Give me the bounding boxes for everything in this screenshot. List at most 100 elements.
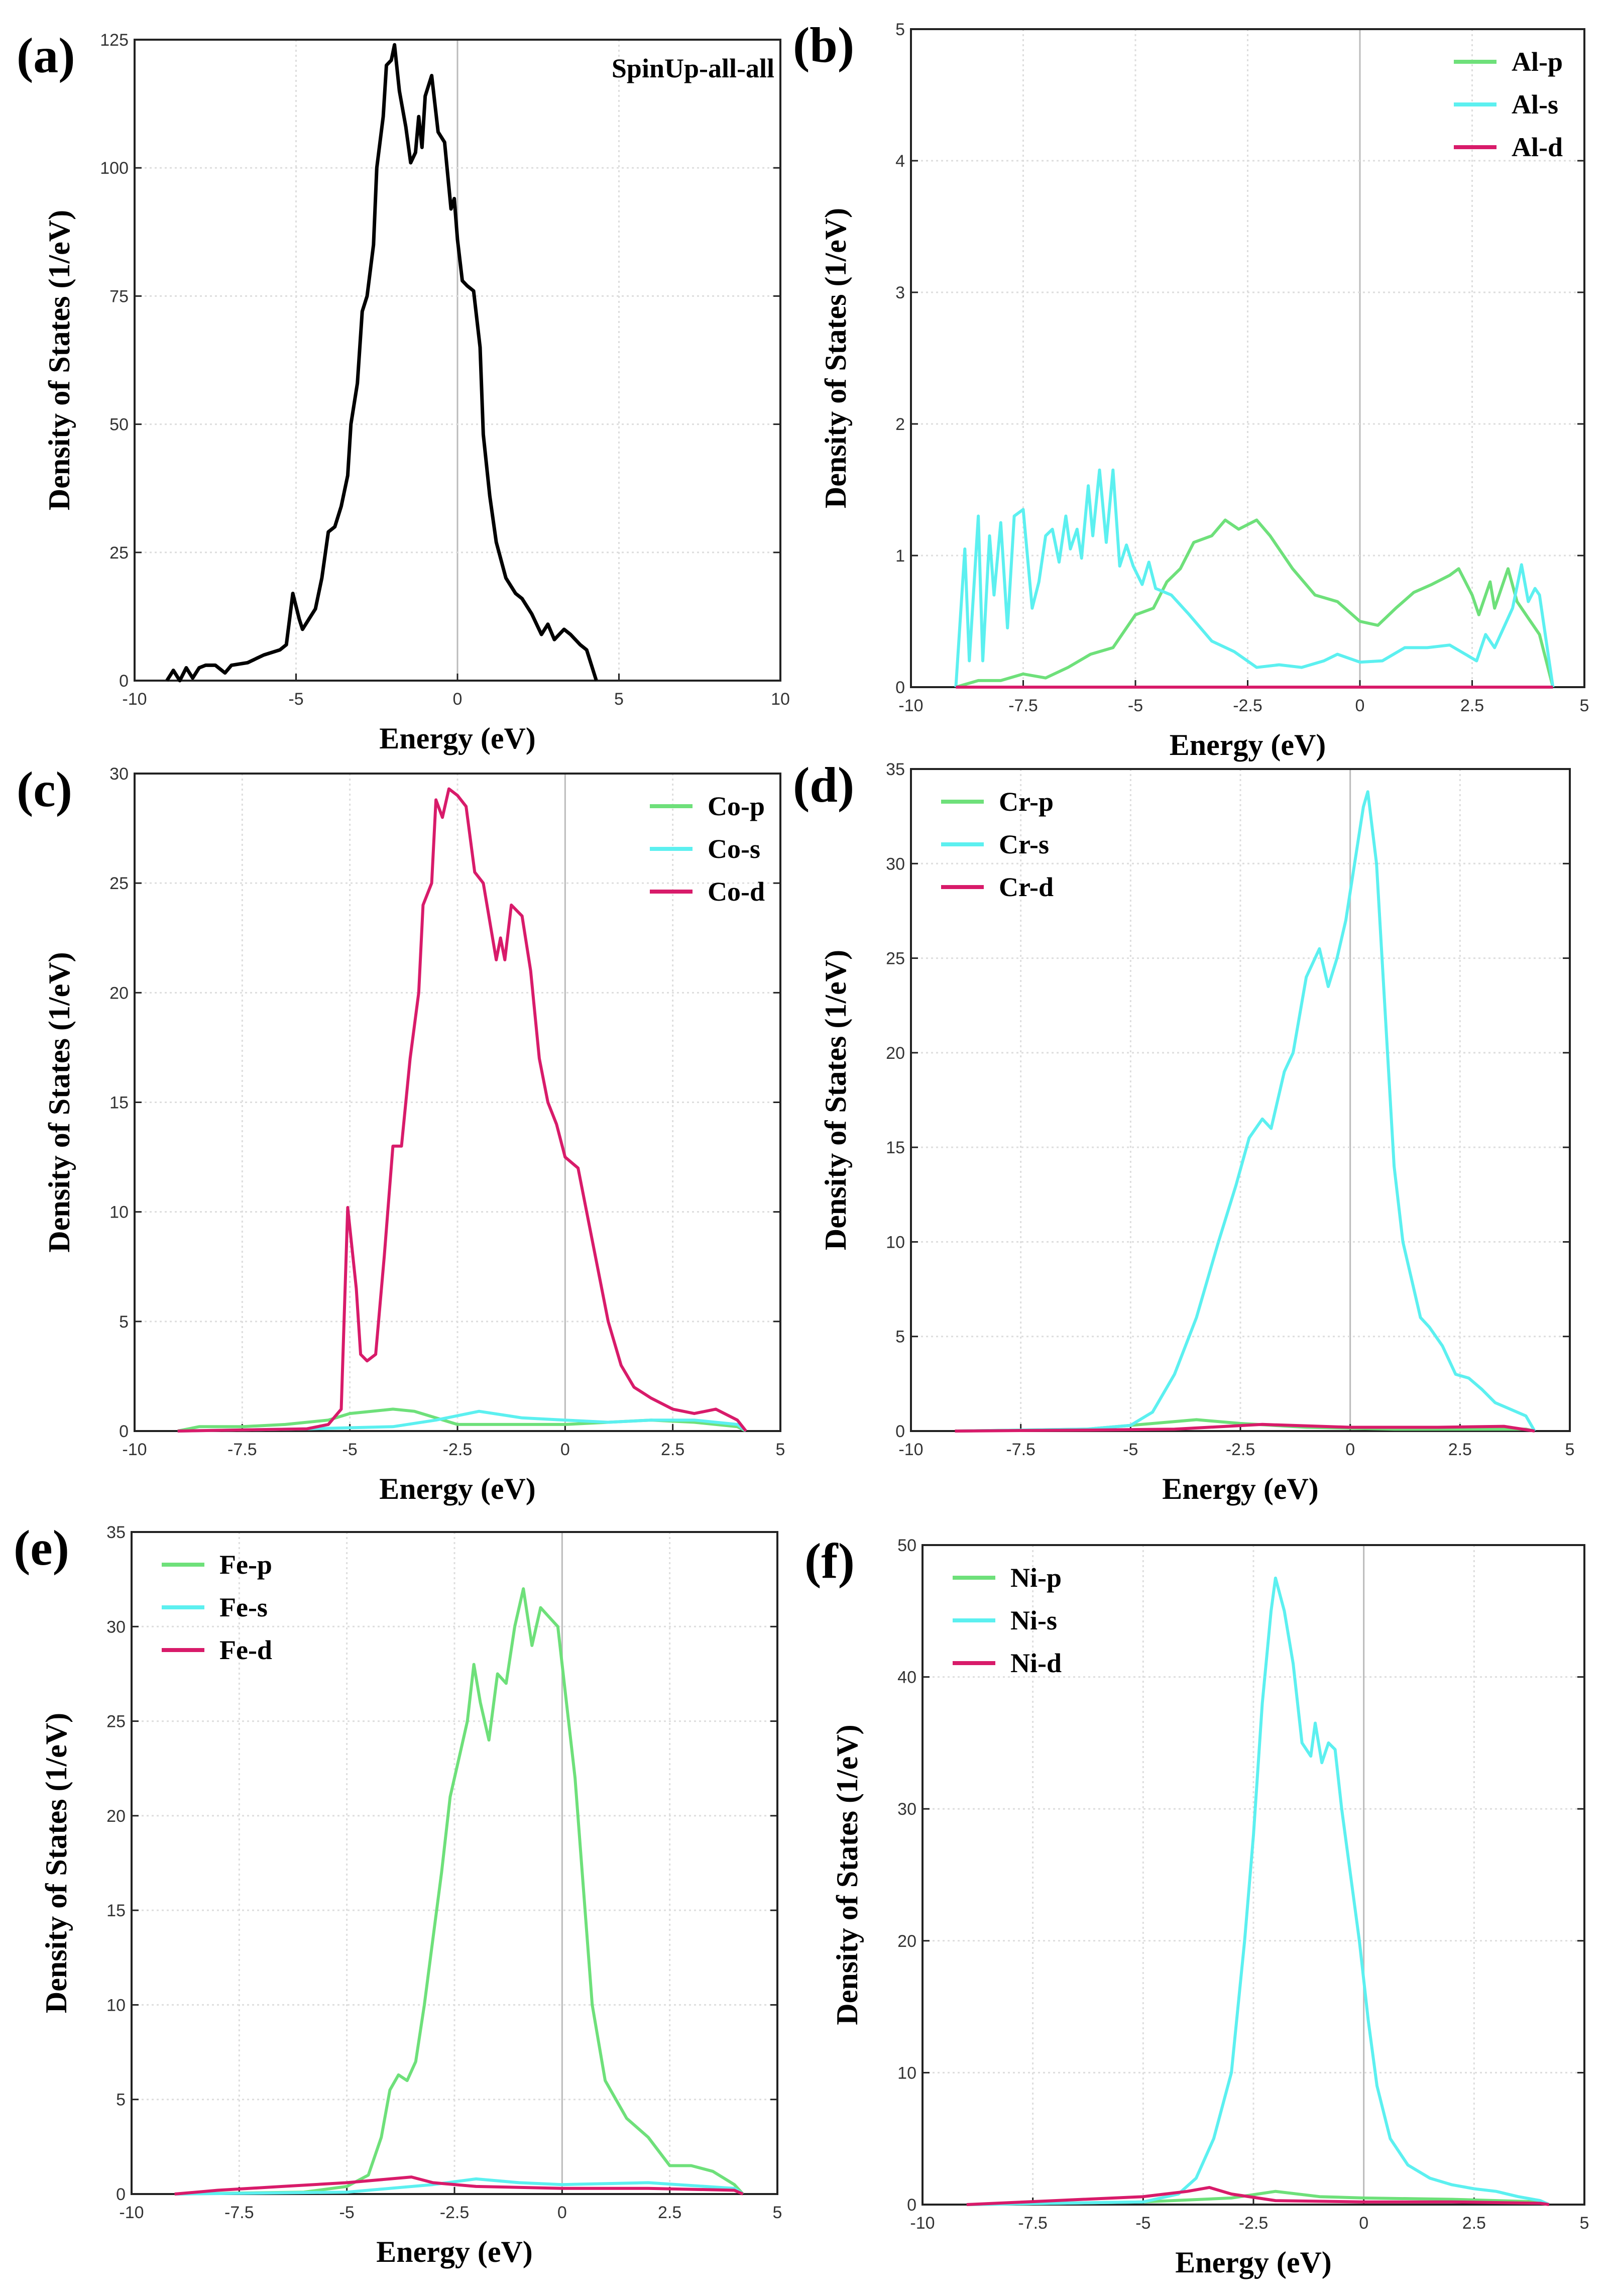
x-tick-label: 0 <box>557 2203 567 2222</box>
y-axis-label: Density of States (1/eV) <box>43 952 76 1252</box>
series-line-ni-d <box>966 2185 1550 2206</box>
x-tick-label: -7.5 <box>1018 2214 1048 2233</box>
panel-b: -10 -7.5 -5 -2.5 0 2.5 5 0 1 2 3 4 5 Al-p Al-s Al-d (b) E… <box>793 17 1589 761</box>
y-tick-label: 5 <box>119 1313 129 1332</box>
panel-letter: (e) <box>14 1520 69 1576</box>
series-line-cr-s <box>955 790 1536 1433</box>
x-tick-label: 2.5 <box>1448 1440 1472 1459</box>
x-tick-label: 0 <box>1355 696 1365 715</box>
y-tick-label: 40 <box>897 1668 916 1687</box>
panel-f: -10 -7.5 -5 -2.5 0 2.5 501020304050Ni-pNi-sNi-… <box>804 1533 1589 2279</box>
x-tick-label: -7.5 <box>1006 1440 1035 1459</box>
y-axis-label: Density of States (1/eV) <box>819 950 852 1250</box>
legend-label: Al-d <box>1512 132 1563 162</box>
x-tick-label: 5 <box>773 2203 782 2222</box>
legend-label: Al-p <box>1512 47 1563 77</box>
legend-label: Ni-d <box>1010 1648 1062 1678</box>
series-line-co-s <box>177 1409 747 1433</box>
y-tick-label: 5 <box>116 2091 126 2110</box>
y-tick-label: 15 <box>106 1901 126 1920</box>
x-tick-label: -2.5 <box>1226 1440 1255 1459</box>
panel-title: SpinUp-all-all <box>612 53 774 83</box>
series-line-ni-p <box>966 2190 1550 2206</box>
x-tick-label: 2.5 <box>1462 2214 1486 2233</box>
legend-label: Fe-d <box>219 1635 272 1665</box>
series-line-al-p <box>955 518 1555 689</box>
legend-label: Ni-p <box>1010 1563 1062 1593</box>
series-line-co-d <box>177 787 747 1433</box>
legend-label: Co-d <box>708 877 765 907</box>
y-tick-label: 2 <box>895 415 905 434</box>
y-axis-label: Density of States (1/eV) <box>43 210 76 510</box>
x-tick-label: -10 <box>898 696 923 715</box>
y-tick-label: 0 <box>907 2196 916 2215</box>
series-line-ni-s <box>966 1576 1550 2206</box>
y-tick-label: 10 <box>886 1233 905 1252</box>
y-tick-label: 20 <box>106 1807 126 1826</box>
panel-c: -10 -7.5 -5 -2.5 0 2.5 5 0 5 10 15 20 25 30 Co-p Co-s Co… <box>17 761 785 1505</box>
series-line-fe-d <box>174 2175 744 2196</box>
legend-label: Cr-d <box>999 872 1054 902</box>
plot-frame <box>131 1531 778 2195</box>
y-tick-label: 25 <box>106 1712 126 1731</box>
x-tick-label: -5 <box>1128 696 1143 715</box>
x-axis-label: Energy (eV) <box>1170 728 1326 761</box>
legend-label: Cr-p <box>999 787 1054 817</box>
y-tick-label: 3 <box>895 283 905 302</box>
y-tick-label: 10 <box>897 2063 916 2083</box>
x-tick-label: 5 <box>1565 1440 1575 1459</box>
x-axis-label: Energy (eV) <box>379 1472 536 1505</box>
x-tick-label: -2.5 <box>443 1440 473 1459</box>
y-tick-label: 25 <box>109 874 129 893</box>
y-tick-label: 20 <box>897 1932 916 1951</box>
y-tick-label: 30 <box>109 764 129 784</box>
x-tick-label: 0 <box>1359 2214 1368 2233</box>
y-tick-label: 20 <box>109 983 129 1003</box>
plot-frame <box>922 1544 1585 2206</box>
x-tick-label: -7.5 <box>1008 696 1038 715</box>
x-tick-label: 0 <box>1345 1440 1355 1459</box>
x-tick-label: 0 <box>453 690 463 709</box>
x-tick-label: -5 <box>339 2203 355 2222</box>
panel-letter: (a) <box>17 28 75 83</box>
y-tick-label: 15 <box>886 1138 905 1157</box>
plot-frame <box>134 773 781 1432</box>
x-tick-label: -7.5 <box>227 1440 257 1459</box>
x-tick-label: -10 <box>910 2214 935 2233</box>
legend-label: Co-s <box>708 834 760 864</box>
x-tick-label: -10 <box>119 2203 144 2222</box>
x-tick-label: 5 <box>1580 696 1589 715</box>
x-tick-label: -5 <box>1123 1440 1138 1459</box>
series-line-cr-d <box>955 1423 1535 1433</box>
x-tick-label: -10 <box>898 1440 923 1459</box>
y-tick-label: 35 <box>106 1523 126 1542</box>
y-tick-label: 30 <box>886 854 905 873</box>
y-tick-label: 100 <box>100 159 129 178</box>
x-tick-label: -5 <box>1135 2214 1150 2233</box>
x-tick-label: -5 <box>342 1440 358 1459</box>
x-tick-label: -2.5 <box>1233 696 1262 715</box>
y-tick-label: 30 <box>897 1800 916 1819</box>
x-tick-label: -2.5 <box>440 2203 470 2222</box>
y-tick-label: 0 <box>895 678 905 697</box>
x-tick-label: 5 <box>776 1440 785 1459</box>
legend-label: Co-p <box>708 791 765 821</box>
y-tick-label: 50 <box>109 415 129 434</box>
x-tick-label: -5 <box>288 690 303 709</box>
y-tick-label: 5 <box>895 20 905 39</box>
y-axis-label: Density of States (1/eV) <box>819 208 852 508</box>
plot-frame <box>134 39 781 682</box>
panel-a: -10 -5 0 5 100255075100125SpinUp-all-all(a)E… <box>17 28 790 755</box>
y-tick-label: 5 <box>895 1328 905 1347</box>
legend-label: Ni-s <box>1010 1605 1057 1635</box>
plot-frame <box>910 768 1571 1432</box>
y-tick-label: 0 <box>119 1422 129 1441</box>
y-tick-label: 125 <box>100 31 129 50</box>
legend-label: Fe-s <box>219 1592 268 1622</box>
x-axis-label: Energy (eV) <box>379 722 536 755</box>
x-tick-label: 5 <box>614 690 624 709</box>
x-tick-label: -10 <box>122 690 147 709</box>
y-tick-label: 10 <box>106 1996 126 2015</box>
y-tick-label: 25 <box>109 543 129 563</box>
